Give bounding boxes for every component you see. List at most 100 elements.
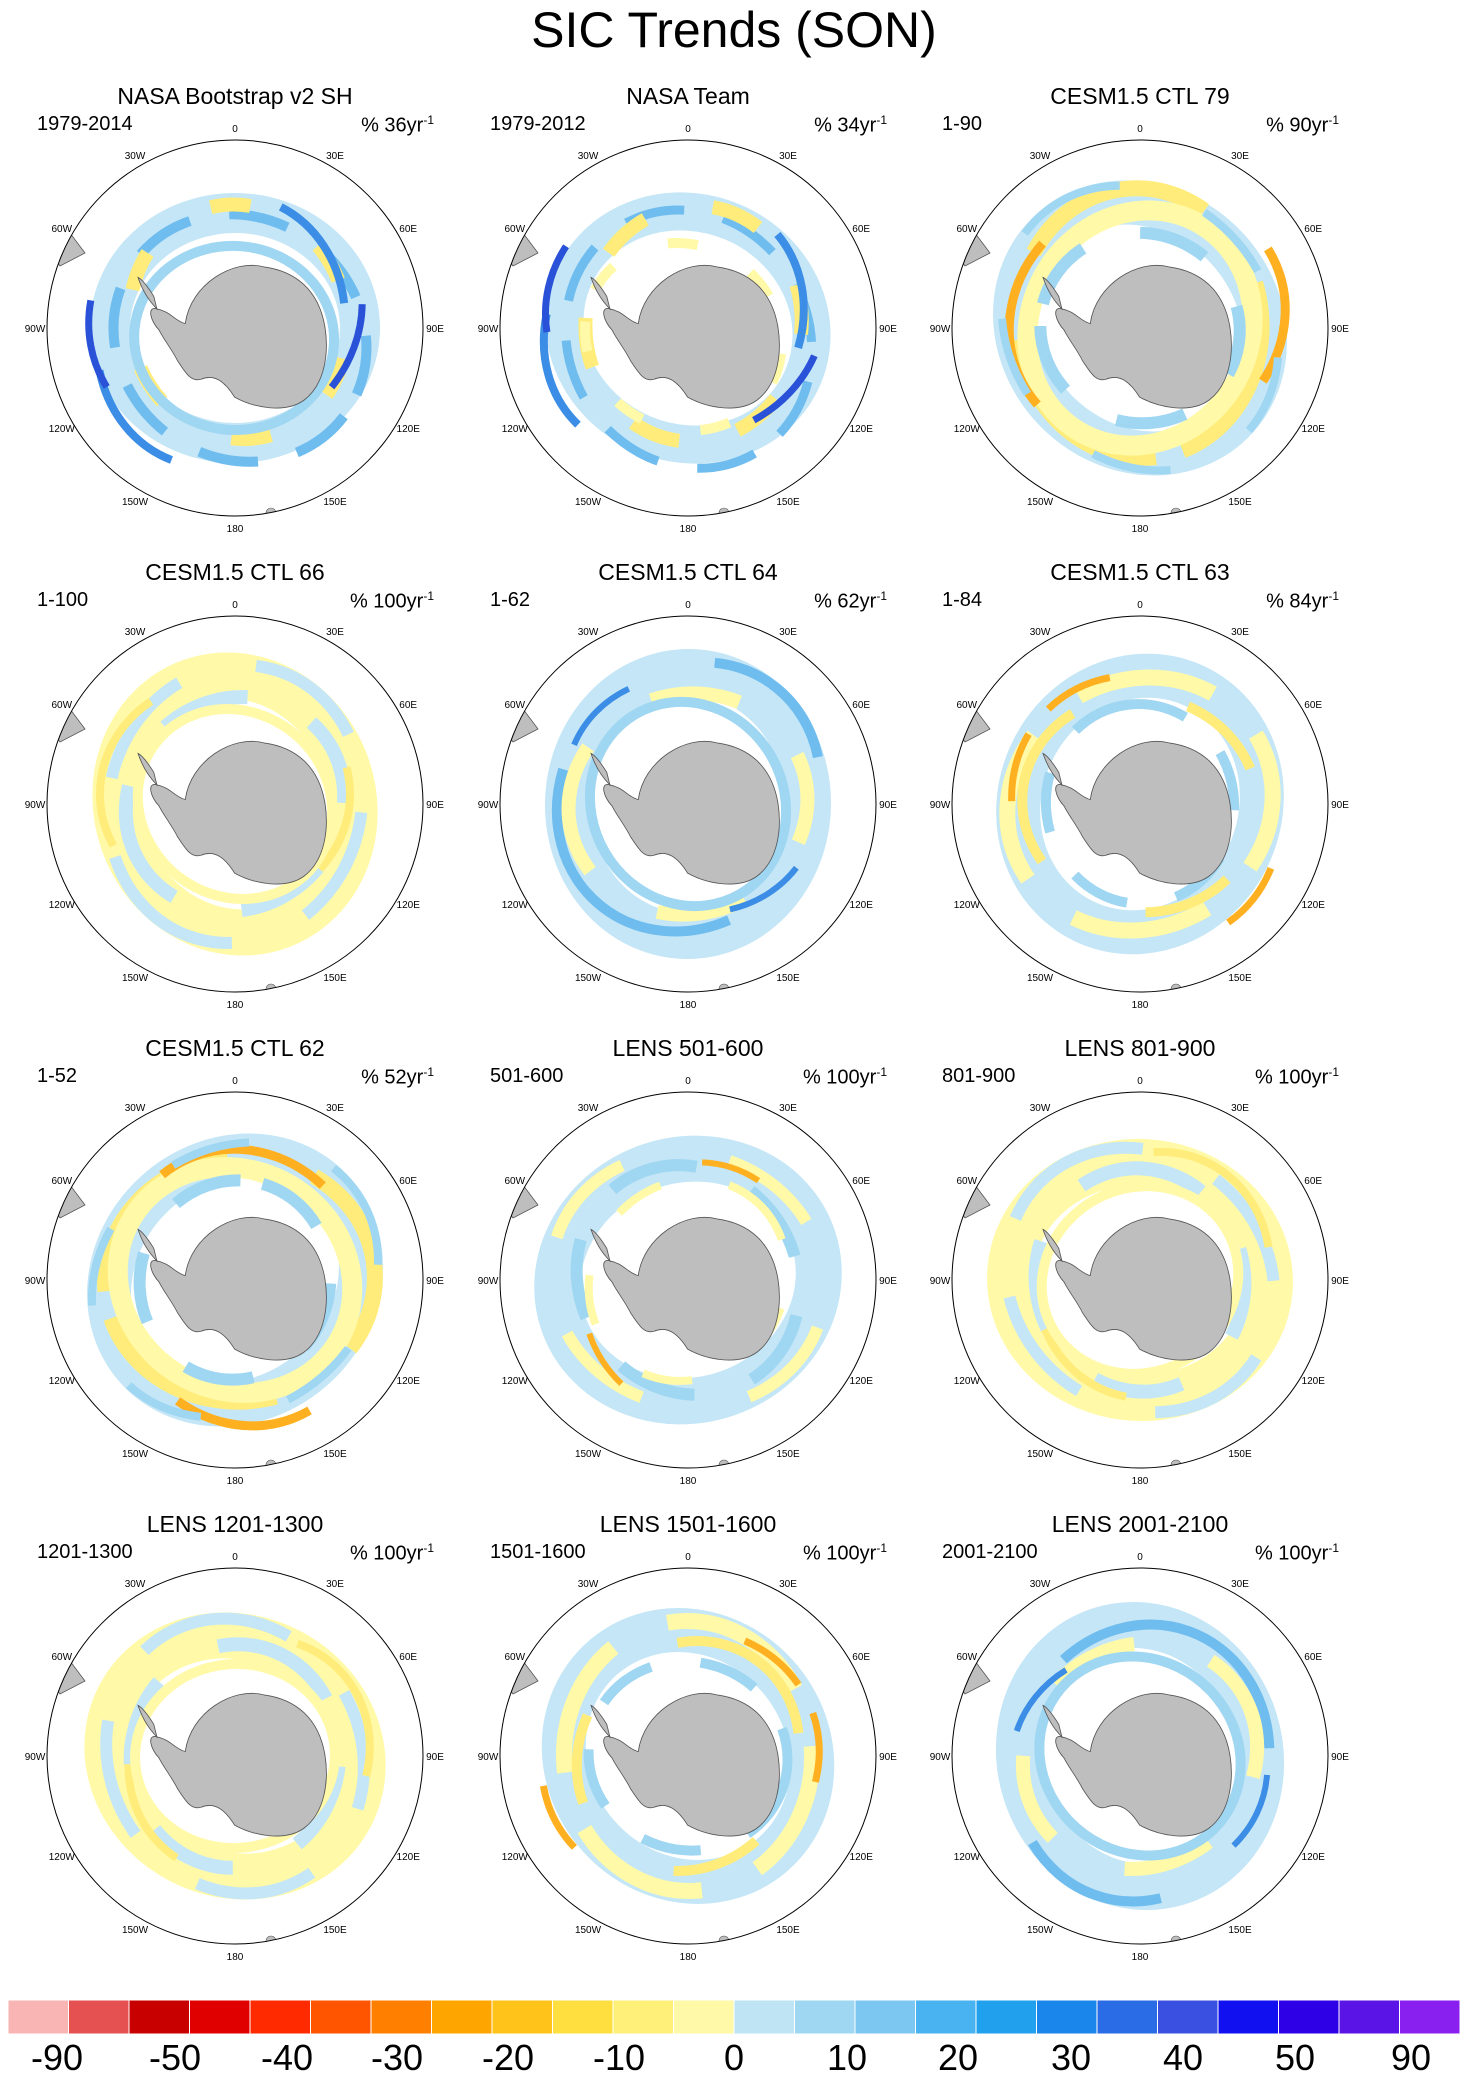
longitude-label: 60W bbox=[52, 700, 73, 711]
antarctic-peninsula bbox=[137, 1704, 158, 1739]
map-border bbox=[499, 615, 877, 993]
colorbar-box bbox=[975, 2000, 1037, 2034]
longitude-label: 30E bbox=[779, 1579, 797, 1590]
longitude-label: 60E bbox=[1304, 1652, 1322, 1663]
colorbar-box bbox=[310, 2000, 372, 2034]
colorbar-box bbox=[431, 2000, 493, 2034]
longitude-label: 60E bbox=[399, 224, 417, 235]
longitude-label: 30E bbox=[326, 627, 344, 638]
panel-6: CESM1.5 CTL 63 1-84 % 84yr-1 0 30E 60E 90E 120E… bbox=[913, 554, 1367, 1028]
polar-map: 0 30E 60E 90E 120E 150E 180 150W 120W 90W 60W 30W bbox=[478, 124, 898, 535]
longitude-label: 60E bbox=[1304, 700, 1322, 711]
panel-period: 501-600 bbox=[490, 1065, 564, 1087]
panel-period: 1201-1300 bbox=[37, 1541, 133, 1563]
antarctic-peninsula bbox=[137, 752, 158, 787]
colorbar-box bbox=[8, 2000, 69, 2034]
map-border bbox=[951, 615, 1329, 993]
longitude-label: 150W bbox=[1027, 1449, 1054, 1460]
longitude-label: 90W bbox=[25, 800, 46, 811]
map-border bbox=[951, 1091, 1329, 1469]
panel-title: CESM1.5 CTL 64 bbox=[598, 559, 778, 585]
colorbar-box bbox=[128, 2000, 190, 2034]
longitude-label: 120E bbox=[850, 424, 874, 435]
longitude-label: 60E bbox=[852, 1176, 870, 1187]
panel-units-exponent: -1 bbox=[1328, 589, 1339, 603]
longitude-label: 180 bbox=[227, 524, 244, 535]
longitude-label: 120W bbox=[49, 1376, 76, 1387]
panel-units-base: % 100yr bbox=[349, 590, 424, 613]
polar-map: 0 30E 60E 90E 120E 150E 180 150W 120W 90W 60W 30W bbox=[25, 1552, 445, 1963]
longitude-label: 120W bbox=[502, 900, 529, 911]
antarctic-peninsula bbox=[1042, 1228, 1063, 1263]
sic-trend-band bbox=[1034, 1651, 1246, 1861]
sic-trend-band bbox=[561, 686, 815, 922]
longitude-label: 120W bbox=[954, 424, 981, 435]
panel-units-exponent: -1 bbox=[876, 1065, 887, 1079]
longitude-label: 120W bbox=[954, 900, 981, 911]
longitude-label: 30E bbox=[779, 151, 797, 162]
longitude-label: 90E bbox=[1331, 1752, 1349, 1763]
longitude-label: 30E bbox=[326, 1579, 344, 1590]
panel-units-exponent: -1 bbox=[423, 113, 434, 127]
colorbar-tick-label: -10 bbox=[592, 2037, 646, 2078]
panel-units-exponent: -1 bbox=[1328, 1065, 1339, 1079]
colorbar-tick-label: 40 bbox=[1162, 2037, 1204, 2078]
antarctic-peninsula bbox=[590, 1228, 611, 1263]
panel-units-exponent: -1 bbox=[876, 1541, 887, 1555]
longitude-label: 60W bbox=[52, 224, 73, 235]
longitude-label: 150W bbox=[1027, 973, 1054, 984]
longitude-label: 0 bbox=[1137, 1076, 1143, 1087]
map-border bbox=[499, 1091, 877, 1469]
longitude-label: 30E bbox=[779, 627, 797, 638]
longitude-label: 60E bbox=[852, 1652, 870, 1663]
longitude-label: 30E bbox=[1231, 151, 1249, 162]
antarctica-landmass bbox=[603, 265, 780, 409]
longitude-label: 60W bbox=[957, 1652, 978, 1663]
colorbar-box bbox=[249, 2000, 311, 2034]
longitude-label: 180 bbox=[227, 1000, 244, 1011]
polar-map: 0 30E 60E 90E 120E 150E 180 150W 120W 90W 60W 30W bbox=[930, 600, 1350, 1011]
panel-units-base: % 100yr bbox=[349, 1542, 424, 1565]
longitude-label: 60E bbox=[399, 1652, 417, 1663]
colorbar-box bbox=[612, 2000, 674, 2034]
panel-units: % 52yr-1 bbox=[361, 1058, 434, 1092]
longitude-label: 0 bbox=[232, 1552, 238, 1563]
longitude-label: 180 bbox=[680, 1000, 697, 1011]
antarctica-landmass bbox=[603, 1217, 780, 1361]
longitude-label: 90W bbox=[930, 1276, 951, 1287]
longitude-label: 30E bbox=[779, 1103, 797, 1114]
map-border bbox=[46, 139, 424, 517]
panel-period: 1-84 bbox=[942, 589, 983, 611]
colorbar-tick-label: 20 bbox=[937, 2037, 979, 2078]
longitude-label: 120E bbox=[397, 1376, 421, 1387]
longitude-label: 90W bbox=[930, 1752, 951, 1763]
longitude-label: 150E bbox=[323, 1449, 347, 1460]
antarctic-peninsula bbox=[590, 1704, 611, 1739]
longitude-label: 120W bbox=[49, 1852, 76, 1863]
longitude-label: 0 bbox=[1137, 600, 1143, 611]
longitude-label: 30W bbox=[1030, 151, 1051, 162]
polar-map: 0 30E 60E 90E 120E 150E 180 150W 120W 90W 60W 30W bbox=[25, 600, 445, 1011]
panel-title: CESM1.5 CTL 79 bbox=[1050, 83, 1230, 109]
colorbar-box bbox=[370, 2000, 432, 2034]
antarctic-peninsula bbox=[1042, 752, 1063, 787]
sic-trend-band bbox=[108, 209, 372, 467]
panel-title: NASA Bootstrap v2 SH bbox=[117, 83, 353, 109]
longitude-label: 60W bbox=[52, 1176, 73, 1187]
longitude-label: 90E bbox=[1331, 324, 1349, 335]
panel-units-base: % 34yr bbox=[814, 114, 877, 137]
longitude-label: 30W bbox=[1030, 627, 1051, 638]
sic-trend-band bbox=[562, 673, 822, 916]
longitude-label: 0 bbox=[232, 1076, 238, 1087]
panel-title: LENS 801-900 bbox=[1064, 1035, 1216, 1061]
longitude-label: 150W bbox=[122, 973, 149, 984]
antarctic-peninsula bbox=[1042, 1704, 1063, 1739]
longitude-label: 30W bbox=[125, 151, 146, 162]
longitude-label: 120E bbox=[850, 900, 874, 911]
longitude-label: 150W bbox=[1027, 1925, 1054, 1936]
panel-units-exponent: -1 bbox=[1328, 1541, 1339, 1555]
longitude-label: 120E bbox=[397, 424, 421, 435]
panel-units: % 100yr-1 bbox=[350, 1534, 434, 1568]
longitude-label: 120W bbox=[502, 1376, 529, 1387]
colorbar-box bbox=[794, 2000, 856, 2034]
